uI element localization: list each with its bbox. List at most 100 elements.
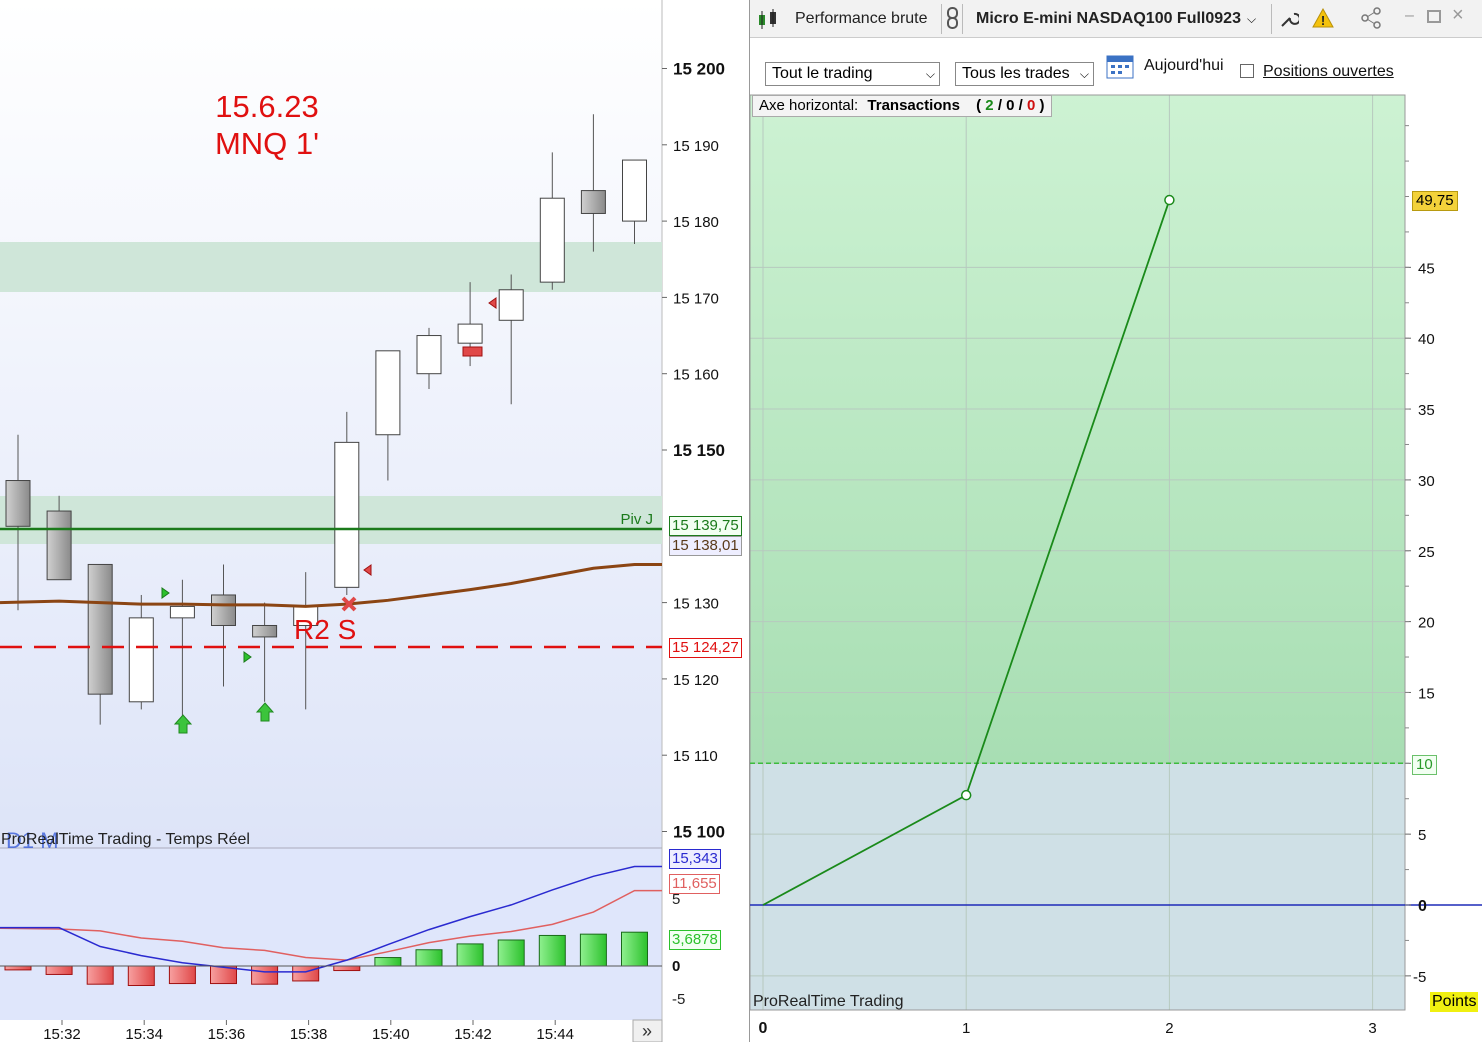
perf-plot-area: -50510152025303540450123: [750, 94, 1482, 1037]
perf-title[interactable]: Performance brute: [795, 10, 928, 27]
link-icon[interactable]: [941, 4, 963, 34]
price-tick-label: 15 190: [673, 138, 719, 155]
open-positions-label[interactable]: Positions ouvertes: [1263, 63, 1394, 80]
perf-x-tick-label: 2: [1165, 1020, 1173, 1037]
indicator-y-label-0: 0: [672, 958, 680, 975]
current-value-tag: 49,75: [1412, 191, 1458, 211]
candle: [211, 564, 236, 687]
pivot-label: Piv J: [620, 511, 653, 528]
equity-point[interactable]: [960, 789, 972, 801]
price-tick-label: 15 170: [673, 290, 719, 307]
axis-count-sep1: /: [997, 97, 1002, 114]
svg-text:!: !: [1321, 13, 1325, 28]
sell-marker: [462, 346, 483, 357]
trades-filter-value: Tous les trades: [962, 65, 1070, 82]
calendar-icon[interactable]: [1106, 53, 1136, 86]
ma-price-tag: 15 138,01: [669, 536, 742, 556]
histogram-bar: [621, 931, 648, 967]
trades-filter-select[interactable]: Tous les trades ⌵: [955, 62, 1094, 86]
threshold-value-tag: 10: [1412, 755, 1437, 775]
plot-frame: [750, 94, 1406, 1011]
today-label[interactable]: Aujourd'hui: [1144, 57, 1224, 74]
candle: [5, 434, 31, 611]
price-tick-label: 15 110: [673, 748, 718, 765]
wrench-icon[interactable]: [1279, 9, 1301, 34]
chevron-down-icon: ⌵: [1079, 67, 1089, 81]
warning-icon[interactable]: !: [1312, 7, 1334, 33]
time-tick-label: 15:40: [372, 1026, 410, 1042]
share-icon[interactable]: [1359, 6, 1385, 35]
instrument-name[interactable]: Micro E-mini NASDAQ100 Full0923: [976, 10, 1241, 27]
instrument-chevron-icon[interactable]: ⌵: [1247, 12, 1257, 26]
scroll-right-icon: »: [642, 1021, 652, 1041]
axis-count-losing: 0: [1027, 97, 1036, 114]
axis-count-close: ): [1039, 97, 1045, 114]
maximize-icon[interactable]: [1427, 10, 1441, 23]
candle: [87, 563, 113, 725]
buy-arrow-1: [173, 714, 193, 734]
indicator-blue-line: [0, 865, 662, 973]
histogram-bar: [292, 965, 320, 982]
equity-curve-chart[interactable]: -50510152025303540450123: [750, 38, 1482, 1042]
close-icon[interactable]: ×: [1452, 4, 1464, 26]
histogram-bar: [456, 943, 484, 967]
histogram-bar: [4, 965, 32, 971]
candle: [46, 495, 72, 581]
price-tick-label: 15 180: [673, 214, 719, 231]
chart-title-date: 15.6.23: [215, 89, 318, 124]
candle: [622, 159, 647, 244]
time-tick-label: 15:34: [125, 1026, 163, 1042]
axis-value: Transactions: [867, 97, 960, 114]
profit-zone: [750, 95, 1405, 764]
histogram-bar: [45, 965, 73, 975]
open-positions-checkbox[interactable]: [1240, 64, 1254, 78]
exit-marker-1: [363, 564, 372, 576]
axis-info-box[interactable]: Axe horizontal: Transactions ( 2 / 0 / 0…: [752, 95, 1052, 117]
price-tick-label: 15 100: [673, 823, 725, 842]
pivot-zone: [0, 496, 662, 544]
price-chart-panel[interactable]: 15.6.23 MNQ 1' R2 S Piv J 15 200 15 190 15…: [0, 0, 749, 1042]
indicator-title: ProRealTime Trading - Temps Réel: [1, 831, 250, 848]
pivot-price-tag: 15 139,75: [669, 516, 742, 536]
points-unit-badge: Points: [1430, 992, 1479, 1012]
buy-arrow-2: [255, 702, 275, 722]
r2-label: R2 S: [294, 614, 356, 645]
performance-panel[interactable]: Performance brute Micro E-mini NASDAQ100…: [749, 0, 1482, 1042]
equity-point[interactable]: [1164, 194, 1175, 206]
perf-x-tick-label: 0: [759, 1020, 768, 1037]
price-tick-label: 15 200: [673, 60, 725, 79]
axis-count-winning: 2: [985, 97, 994, 114]
perf-x-tick-label: 1: [962, 1020, 970, 1037]
time-axis-background: [0, 1020, 662, 1042]
perf-y-tick-label: -5: [1413, 969, 1426, 986]
perf-titlebar: Performance brute Micro E-mini NASDAQ100…: [750, 0, 1482, 38]
axis-count-neutral: 0: [1006, 97, 1015, 114]
chevron-down-icon: ⌵: [925, 67, 935, 81]
candle: [539, 152, 565, 290]
histogram-layer: [4, 931, 648, 986]
blue-value-tag: 15,343: [669, 849, 721, 869]
price-y-axis[interactable]: 15 200 15 190 15 180 15 170 15 160 15 150 15 1…: [662, 60, 725, 842]
red-value-tag: 11,655: [669, 874, 720, 894]
histogram-bar: [168, 965, 196, 985]
green-value-tag: 3,6878: [669, 930, 721, 950]
time-tick-label: 15:32: [43, 1026, 81, 1042]
perf-y-tick-label: 5: [1418, 827, 1426, 844]
histogram-bar: [538, 934, 566, 967]
axis-label: Axe horizontal:: [759, 97, 859, 114]
minimize-icon[interactable]: –: [1405, 7, 1414, 24]
perf-y-tick-label: 30: [1418, 473, 1435, 490]
scroll-right-button[interactable]: [632, 1019, 663, 1042]
histogram-bar: [251, 965, 279, 985]
time-tick-label: 15:44: [536, 1026, 574, 1042]
entry-marker-2: [243, 651, 252, 663]
perf-x-tick-label: 3: [1368, 1020, 1376, 1037]
trading-filter-value: Tout le trading: [772, 65, 873, 82]
time-axis[interactable]: 15:32 15:34 15:36 15:38 15:40 15:42 15:44: [43, 1020, 574, 1042]
histogram-bar: [415, 949, 443, 967]
r2-price-tag: 15 124,27: [669, 638, 742, 658]
indicator-overlay-label: D1 M: [6, 828, 59, 853]
indicator-plot-background: [0, 848, 662, 1020]
trading-filter-select[interactable]: Tout le trading ⌵: [765, 62, 940, 86]
